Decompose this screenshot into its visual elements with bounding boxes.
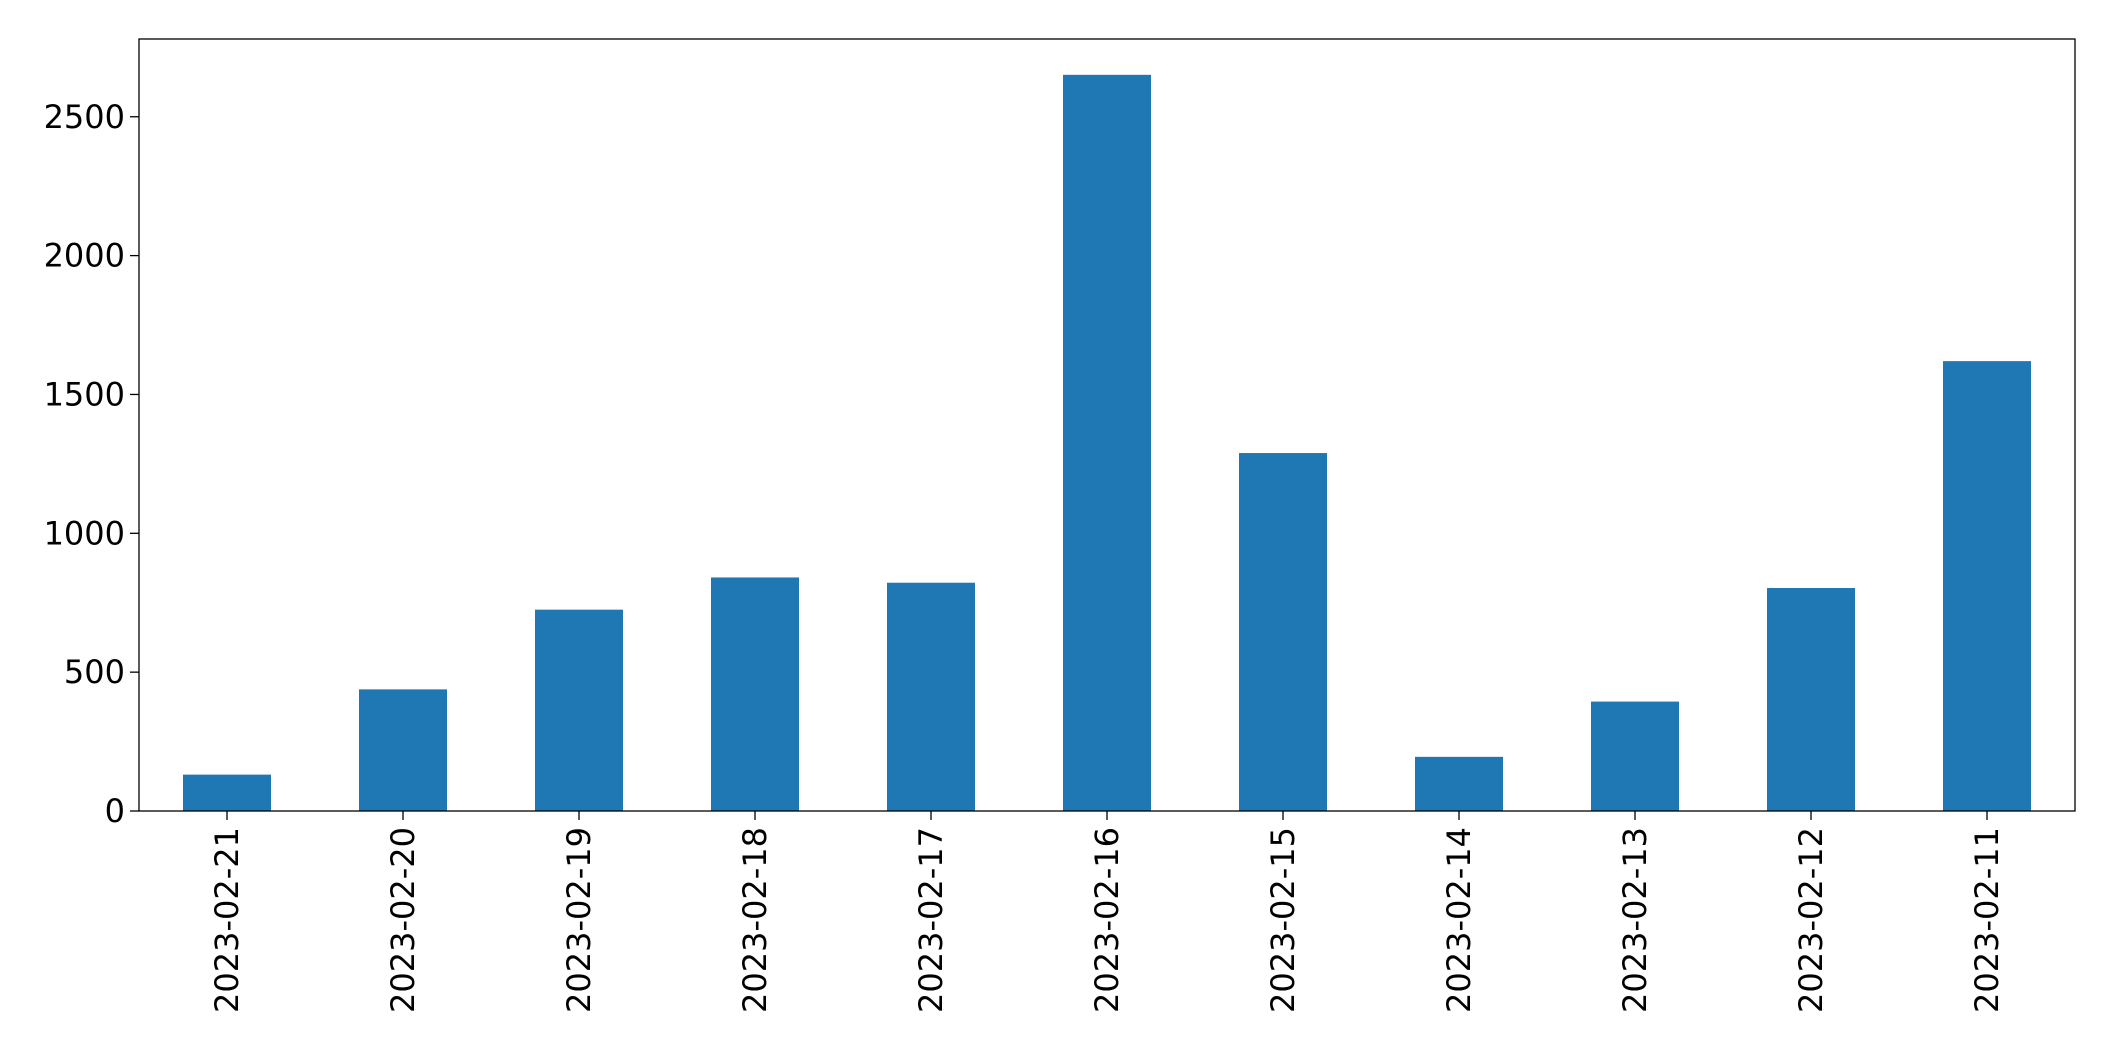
bar (359, 689, 447, 811)
plot-frame (138, 38, 2076, 812)
x-tick-label: 2023-02-16 (1088, 827, 1126, 1013)
bar (1415, 756, 1503, 811)
y-tick-label: 2000 (44, 237, 125, 275)
x-tick-label: 2023-02-17 (912, 827, 950, 1013)
bar (1063, 74, 1151, 812)
bar (1767, 588, 1855, 811)
bar (1239, 453, 1327, 811)
y-tick-label: 500 (64, 653, 125, 691)
x-tick-label: 2023-02-14 (1440, 827, 1478, 1013)
bar (1591, 701, 1679, 811)
x-tick-label: 2023-02-20 (384, 827, 422, 1013)
bar (535, 609, 623, 811)
bar (887, 582, 975, 811)
bar (1943, 361, 2031, 811)
y-tick-label: 0 (105, 792, 125, 830)
x-tick-label: 2023-02-12 (1792, 827, 1830, 1013)
x-tick-label: 2023-02-18 (736, 827, 774, 1013)
y-tick-label: 1000 (44, 514, 125, 552)
x-tick-label: 2023-02-15 (1264, 827, 1302, 1013)
x-tick-label: 2023-02-19 (560, 827, 598, 1013)
bar (711, 577, 799, 811)
bar (183, 774, 271, 811)
y-tick-label: 2500 (44, 98, 125, 136)
y-tick-label: 1500 (44, 375, 125, 413)
x-tick-label: 2023-02-21 (208, 827, 246, 1013)
x-tick-label: 2023-02-11 (1968, 827, 2006, 1013)
x-tick-label: 2023-02-13 (1616, 827, 1654, 1013)
